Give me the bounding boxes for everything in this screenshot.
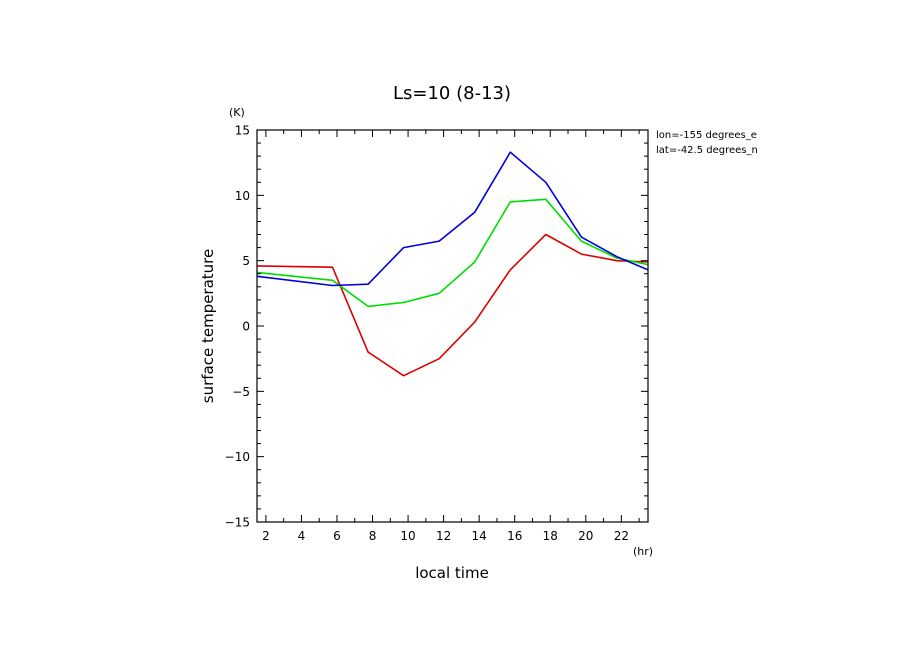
series-line-3 (256, 151, 649, 287)
series-line-2 (256, 198, 649, 308)
x-tick-label: 8 (369, 529, 377, 543)
y-unit-label: (K) (229, 106, 245, 119)
y-tick-label: −5 (232, 385, 250, 399)
x-tick-label: 16 (507, 529, 522, 543)
y-tick-label: 10 (235, 189, 250, 203)
y-tick-label: −10 (225, 450, 250, 464)
x-tick-label: 18 (543, 529, 558, 543)
tick-layer: 2 4 6 8 10 12 14 16 18 20 22 −15 −10 −5 0 5 10 15 (225, 124, 648, 543)
x-tick-label: 6 (333, 529, 341, 543)
annotation-lat: lat=-42.5 degrees_n (656, 145, 758, 156)
x-unit-label: (hr) (633, 545, 653, 558)
y-tick-label: 0 (242, 320, 250, 334)
series-layer (256, 151, 649, 377)
annotation-lon: lon=-155 degrees_e (656, 130, 757, 141)
x-tick-label: 10 (400, 529, 415, 543)
series-line-1 (256, 233, 649, 377)
y-tick-label: 15 (235, 124, 250, 138)
y-tick-label: 5 (242, 254, 250, 268)
plot-frame (256, 129, 649, 523)
x-tick-label: 22 (614, 529, 629, 543)
x-axis-label: local time (415, 564, 489, 582)
x-tick-label: 4 (298, 529, 306, 543)
x-tick-label: 20 (578, 529, 593, 543)
y-tick-label: −15 (225, 516, 250, 530)
y-axis-label: surface temperature (199, 249, 217, 404)
x-tick-label: 14 (472, 529, 487, 543)
chart-title: Ls=10 (8-13) (393, 83, 511, 104)
x-tick-label: 12 (436, 529, 451, 543)
x-tick-label: 2 (262, 529, 270, 543)
